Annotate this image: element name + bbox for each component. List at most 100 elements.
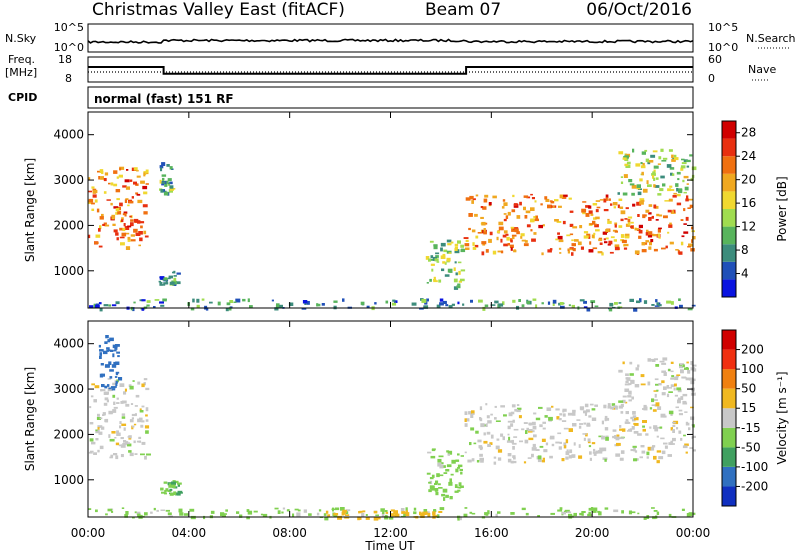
- echo-cell: [443, 472, 448, 474]
- echo-cell: [534, 218, 539, 222]
- echo-cell: [660, 148, 664, 152]
- echo-cell: [654, 305, 660, 307]
- echo-cell: [624, 235, 630, 239]
- echo-cell: [464, 507, 468, 509]
- echo-cell: [171, 481, 176, 485]
- echo-cell: [641, 151, 646, 155]
- echo-cell: [116, 176, 119, 179]
- echo-cell: [434, 258, 439, 262]
- echo-cell: [113, 170, 118, 174]
- echo-cell: [609, 302, 614, 307]
- echo-cell: [640, 383, 646, 386]
- colorbar-swatch: [722, 427, 736, 448]
- echo-cell: [520, 236, 523, 239]
- echo-cell: [99, 349, 104, 352]
- echo-cell: [139, 410, 144, 413]
- echo-cell: [487, 443, 491, 447]
- echo-cell: [109, 438, 115, 442]
- echo-cell: [687, 207, 691, 209]
- echo-cell: [176, 281, 181, 285]
- echo-cell: [601, 435, 605, 440]
- echo-cell: [316, 512, 320, 516]
- echo-cell: [137, 513, 141, 517]
- echo-cell: [471, 200, 474, 204]
- echo-cell: [493, 456, 497, 459]
- echo-cell: [588, 415, 592, 418]
- echo-cell: [581, 511, 586, 513]
- echo-cell: [629, 183, 635, 186]
- echo-cell: [567, 412, 573, 416]
- freq-label: Freq.: [8, 53, 35, 66]
- echo-cell: [136, 175, 141, 178]
- freq-tick-bottom: 8: [65, 72, 72, 85]
- echo-cell: [579, 299, 585, 302]
- echo-cell: [100, 389, 106, 392]
- echo-cell: [469, 442, 472, 446]
- echo-cell: [115, 361, 120, 365]
- echo-cell: [281, 511, 284, 514]
- echo-cell: [473, 442, 477, 445]
- echo-cell: [115, 189, 121, 193]
- echo-cell: [457, 464, 463, 468]
- echo-cell: [512, 446, 515, 450]
- echo-cell: [653, 173, 656, 176]
- echo-cell: [474, 244, 479, 248]
- echo-cell: [141, 405, 145, 408]
- echo-cell: [588, 235, 591, 239]
- echo-cell: [394, 300, 398, 303]
- echo-cell: [125, 511, 129, 515]
- echo-cell: [637, 364, 640, 368]
- echo-cell: [670, 370, 674, 373]
- echo-cell: [601, 420, 604, 425]
- echo-cell: [672, 173, 675, 176]
- echo-cell: [613, 239, 617, 242]
- echo-cell: [325, 510, 329, 514]
- echo-cell: [145, 387, 150, 391]
- echo-cell: [413, 507, 417, 511]
- echo-cell: [688, 243, 693, 247]
- echo-cell: [609, 251, 614, 254]
- echo-cell: [446, 257, 451, 262]
- echo-cell: [110, 386, 116, 389]
- echo-cell: [332, 507, 334, 512]
- echo-cell: [478, 299, 483, 303]
- echo-cell: [99, 355, 102, 359]
- echo-cell: [333, 300, 338, 303]
- echo-cell: [619, 206, 624, 209]
- echo-cell: [123, 427, 126, 431]
- echo-cell: [438, 511, 443, 513]
- echo-cell: [651, 404, 656, 406]
- echo-cell: [472, 198, 476, 201]
- echo-cell: [663, 442, 668, 445]
- echo-cell: [507, 243, 510, 246]
- echo-cell: [510, 247, 513, 251]
- echo-cell: [629, 298, 634, 302]
- echo-cell: [611, 403, 616, 406]
- echo-cell: [563, 445, 567, 449]
- echo-cell: [661, 392, 666, 396]
- echo-cell: [451, 303, 455, 306]
- echo-cell: [654, 427, 659, 432]
- echo-cell: [675, 406, 679, 409]
- beam-label: Beam 07: [425, 0, 501, 20]
- echo-cell: [682, 445, 688, 449]
- echo-cell: [169, 185, 174, 189]
- echo-cell: [530, 219, 534, 223]
- echo-cell: [124, 179, 130, 183]
- echo-cell: [341, 511, 345, 516]
- echo-cell: [630, 379, 635, 383]
- echo-cell: [460, 471, 463, 475]
- echo-cell: [532, 298, 537, 301]
- echo-cell: [133, 423, 137, 426]
- echo-cell: [686, 361, 689, 364]
- echo-cell: [628, 390, 632, 395]
- echo-region: [618, 357, 697, 407]
- echo-cell: [116, 379, 119, 383]
- echo-cell: [121, 413, 126, 416]
- echo-cell: [535, 449, 540, 451]
- echo-cell: [584, 403, 589, 408]
- echo-cell: [497, 250, 502, 253]
- echo-cell: [692, 449, 696, 452]
- echo-cell: [493, 461, 497, 465]
